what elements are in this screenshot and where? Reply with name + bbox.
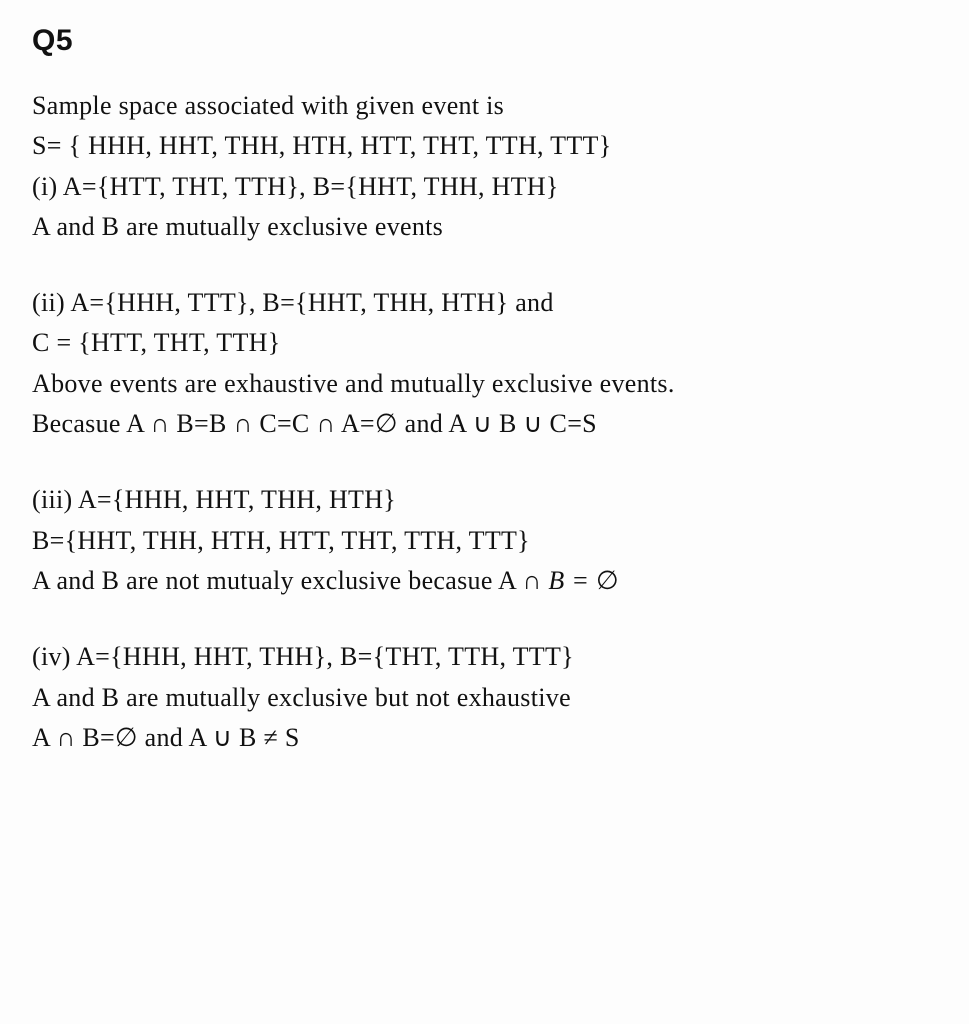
part2-line-2: C = {HTT, THT, TTH} (32, 323, 937, 363)
part2-line-4: Becasue A ∩ B=B ∩ C=C ∩ A=∅ and A ∪ B ∪ … (32, 404, 937, 444)
part1-line-2: A and B are mutually exclusive events (32, 207, 937, 247)
part3-line-3-prefix: A and B are not mutualy exclusive becasu… (32, 566, 548, 595)
part4-line-2: A and B are mutually exclusive but not e… (32, 678, 937, 718)
part3-block: (iii) A={HHH, HHT, THH, HTH} B={HHT, THH… (32, 480, 937, 601)
intro-line-1: Sample space associated with given event… (32, 86, 937, 126)
part3-line-1: (iii) A={HHH, HHT, THH, HTH} (32, 480, 937, 520)
part3-line-2: B={HHT, THH, HTH, HTT, THT, TTH, TTT} (32, 521, 937, 561)
part3-line-3-suffix: ∅ (596, 566, 619, 595)
page-container: Q5 Sample space associated with given ev… (0, 0, 969, 1024)
part4-line-3: A ∩ B=∅ and A ∪ B ≠ S (32, 718, 937, 758)
part4-line-1: (iv) A={HHH, HHT, THH}, B={THT, TTH, TTT… (32, 637, 937, 677)
part2-line-1: (ii) A={HHH, TTT}, B={HHT, THH, HTH} and (32, 283, 937, 323)
solution-body: Sample space associated with given event… (32, 86, 937, 758)
part4-block: (iv) A={HHH, HHT, THH}, B={THT, TTH, TTT… (32, 637, 937, 758)
question-label: Q5 (32, 24, 937, 58)
intro-block: Sample space associated with given event… (32, 86, 937, 247)
part3-line-3-italic: B = (548, 566, 596, 595)
part1-line-1: (i) A={HTT, THT, TTH}, B={HHT, THH, HTH} (32, 167, 937, 207)
intro-line-2: S= { HHH, HHT, THH, HTH, HTT, THT, TTH, … (32, 126, 937, 166)
part3-line-3: A and B are not mutualy exclusive becasu… (32, 561, 937, 601)
part2-block: (ii) A={HHH, TTT}, B={HHT, THH, HTH} and… (32, 283, 937, 444)
part2-line-3: Above events are exhaustive and mutually… (32, 364, 937, 404)
